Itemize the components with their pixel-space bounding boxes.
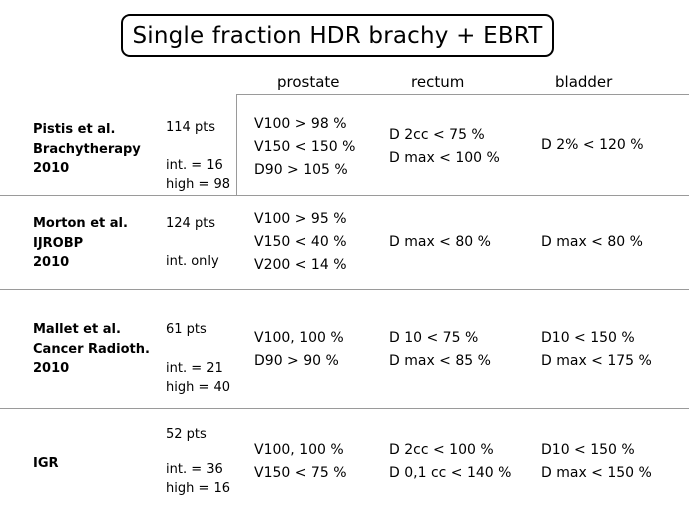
study-citation: Pistis et al. Brachytherapy 2010 bbox=[33, 120, 141, 179]
study-journal: Brachytherapy bbox=[33, 141, 141, 157]
study-year: 2010 bbox=[33, 255, 70, 270]
study-year: 2010 bbox=[33, 161, 70, 176]
study-authors: Morton et al. bbox=[33, 216, 128, 231]
patient-count: 52 pts bbox=[166, 427, 207, 442]
rectum-constraints: D 10 < 75 % D max < 85 % bbox=[389, 327, 491, 373]
patient-count: 61 pts bbox=[166, 322, 207, 337]
study-institution: IGR bbox=[33, 456, 59, 471]
prostate-constraints: V100 > 95 % V150 < 40 % V200 < 14 % bbox=[254, 208, 347, 277]
risk-group: int. = 16 bbox=[166, 158, 223, 173]
slide-title: Single fraction HDR brachy + EBRT bbox=[121, 14, 554, 57]
constraint: V100, 100 % bbox=[254, 330, 344, 346]
constraint: V100 > 95 % bbox=[254, 211, 347, 227]
constraint: V100, 100 % bbox=[254, 442, 344, 458]
risk-group: high = 16 bbox=[166, 481, 231, 496]
column-header-prostate: prostate bbox=[277, 73, 340, 91]
prostate-constraints: V100, 100 % V150 < 75 % bbox=[254, 439, 347, 485]
study-journal: Cancer Radioth. bbox=[33, 341, 150, 357]
constraint: V150 < 75 % bbox=[254, 465, 347, 481]
column-header-bladder: bladder bbox=[555, 73, 613, 91]
patient-count: 114 pts bbox=[166, 120, 216, 135]
constraint: V100 > 98 % bbox=[254, 116, 347, 132]
bladder-constraints: D 2% < 120 % bbox=[541, 134, 644, 157]
constraint: D90 > 105 % bbox=[254, 162, 348, 178]
study-authors: Pistis et al. bbox=[33, 122, 116, 137]
rectum-constraints: D 2cc < 100 % D 0,1 cc < 140 % bbox=[389, 439, 511, 485]
constraint: D 0,1 cc < 140 % bbox=[389, 465, 512, 481]
column-header-rectum: rectum bbox=[411, 73, 465, 91]
constraint: V150 < 40 % bbox=[254, 234, 347, 250]
row-divider bbox=[0, 408, 689, 409]
risk-group: int. = 36 bbox=[166, 462, 223, 477]
study-journal: IJROBP bbox=[33, 235, 84, 251]
constraint: V200 < 14 % bbox=[254, 257, 347, 273]
bladder-constraints: D10 < 150 % D max < 175 % bbox=[541, 327, 652, 373]
prostate-constraints: V100 > 98 % V150 < 150 % D90 > 105 % bbox=[254, 113, 355, 182]
constraint: D 2cc < 75 % bbox=[389, 127, 485, 143]
study-citation: IGR bbox=[33, 454, 59, 474]
row-divider bbox=[0, 289, 689, 290]
risk-groups: int. = 16 high = 98 bbox=[166, 156, 230, 194]
constraint: D 2cc < 100 % bbox=[389, 442, 494, 458]
study-authors: Mallet et al. bbox=[33, 322, 121, 337]
study-year: 2010 bbox=[33, 361, 70, 376]
constraint: D 10 < 75 % bbox=[389, 330, 479, 346]
risk-groups: int. = 36 high = 16 bbox=[166, 460, 230, 498]
risk-groups: int. = 21 high = 40 bbox=[166, 359, 230, 397]
risk-group: high = 40 bbox=[166, 380, 231, 395]
constraint: D10 < 150 % bbox=[541, 330, 635, 346]
prostate-constraints: V100, 100 % D90 > 90 % bbox=[254, 327, 344, 373]
risk-group: int. = 21 bbox=[166, 361, 223, 376]
rectum-constraints: D max < 80 % bbox=[389, 231, 491, 254]
bladder-constraints: D10 < 150 % D max < 150 % bbox=[541, 439, 652, 485]
constraint: D max < 85 % bbox=[389, 353, 491, 369]
constraint: D max < 100 % bbox=[389, 150, 500, 166]
constraint: D max < 80 % bbox=[389, 234, 491, 250]
rectum-constraints: D 2cc < 75 % D max < 100 % bbox=[389, 124, 500, 170]
constraint: D max < 150 % bbox=[541, 465, 652, 481]
risk-group: int. only bbox=[166, 254, 219, 269]
constraint: V150 < 150 % bbox=[254, 139, 356, 155]
constraint: D max < 80 % bbox=[541, 234, 643, 250]
row-divider bbox=[0, 195, 689, 196]
study-citation: Morton et al. IJROBP 2010 bbox=[33, 214, 128, 273]
risk-group: high = 98 bbox=[166, 177, 231, 192]
header-divider bbox=[236, 94, 689, 95]
constraint: D90 > 90 % bbox=[254, 353, 339, 369]
patient-count: 124 pts bbox=[166, 216, 216, 231]
study-citation: Mallet et al. Cancer Radioth. 2010 bbox=[33, 320, 150, 379]
risk-groups: int. only bbox=[166, 252, 219, 271]
constraint: D 2% < 120 % bbox=[541, 137, 644, 153]
constraint: D10 < 150 % bbox=[541, 442, 635, 458]
constraint: D max < 175 % bbox=[541, 353, 652, 369]
bladder-constraints: D max < 80 % bbox=[541, 231, 643, 254]
column-divider bbox=[236, 94, 237, 195]
